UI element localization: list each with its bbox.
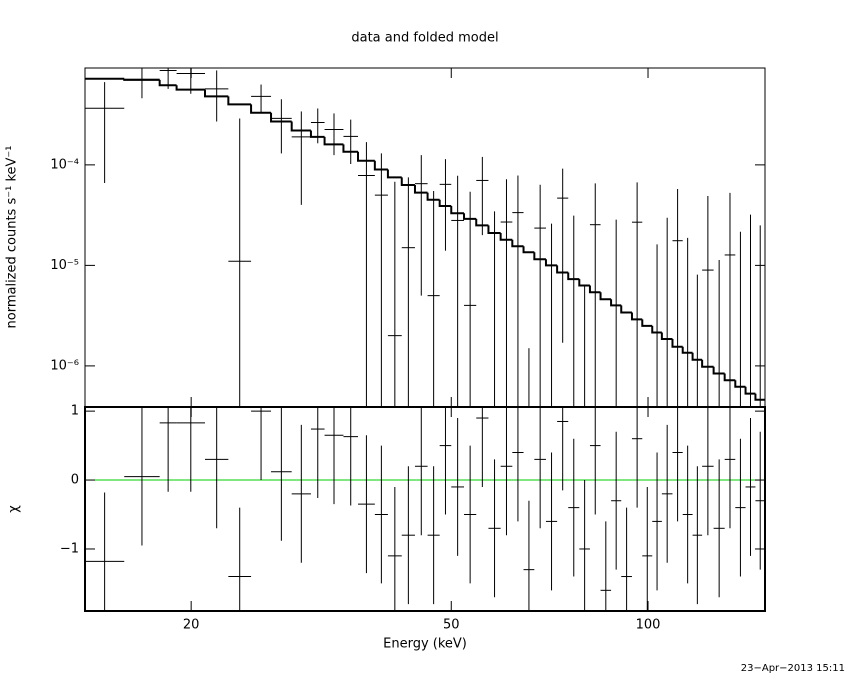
model-step (450, 205, 465, 215)
y-tick-label: 10⁻⁵ (50, 258, 79, 273)
model-step (567, 272, 580, 281)
model-step (544, 259, 558, 267)
model-step (660, 332, 673, 341)
model-step (681, 346, 693, 354)
model-step (373, 160, 388, 171)
model-step (204, 89, 229, 98)
lower-plot (85, 407, 765, 611)
model-step (651, 325, 662, 334)
model-step (475, 218, 489, 227)
model-step (754, 393, 765, 401)
chart-title: data and folded model (351, 31, 498, 46)
model-step (712, 366, 725, 375)
model-step (691, 352, 703, 361)
x-tick-label: 50 (443, 618, 460, 633)
y-tick-label: 10⁻⁴ (50, 157, 79, 172)
model-step (641, 319, 653, 327)
model-step (438, 199, 452, 207)
model-step (620, 305, 632, 314)
model-step (400, 177, 415, 187)
model-step (250, 104, 272, 114)
model-step (309, 130, 325, 138)
model-step (270, 112, 292, 123)
model-step (175, 85, 206, 91)
y-tick-label: 10⁻⁶ (50, 358, 79, 373)
model-step (734, 380, 746, 388)
model-step (323, 136, 344, 146)
model-step (357, 151, 375, 162)
model-step (413, 185, 428, 194)
model-step (386, 169, 402, 179)
y-tick-label: −1 (60, 541, 79, 556)
model-step (588, 285, 601, 294)
model-step (158, 79, 177, 87)
model-step (227, 96, 252, 106)
model-step (744, 386, 756, 395)
x-axis-label: Energy (keV) (383, 637, 467, 652)
x-tick-label: 20 (183, 618, 200, 633)
model-step (599, 292, 612, 301)
model-step (533, 252, 546, 261)
lower-frame (84, 406, 766, 612)
model-step (290, 121, 311, 132)
y-tick-label: 1 (71, 404, 79, 419)
model-step (556, 265, 569, 274)
y-tick-label: 0 (71, 473, 79, 488)
model-step (463, 213, 477, 220)
model-step (630, 312, 643, 321)
model-step (671, 339, 683, 348)
y-axis-label: χ (7, 505, 22, 513)
upper-frame (84, 67, 766, 408)
model-step (522, 246, 535, 254)
model-step (610, 299, 622, 307)
model-step (342, 144, 359, 153)
y-axis-label: normalized counts s⁻¹ keV⁻¹ (5, 146, 20, 329)
model-step (499, 232, 513, 241)
model-step (511, 239, 524, 248)
model-step (578, 279, 590, 287)
model-step (701, 359, 714, 368)
model-step (723, 373, 736, 382)
model-step (487, 225, 501, 234)
upper-plot (85, 68, 765, 407)
timestamp: 23−Apr−2013 15:11 (741, 663, 845, 674)
x-tick-label: 100 (636, 618, 661, 633)
model-step (426, 192, 440, 201)
